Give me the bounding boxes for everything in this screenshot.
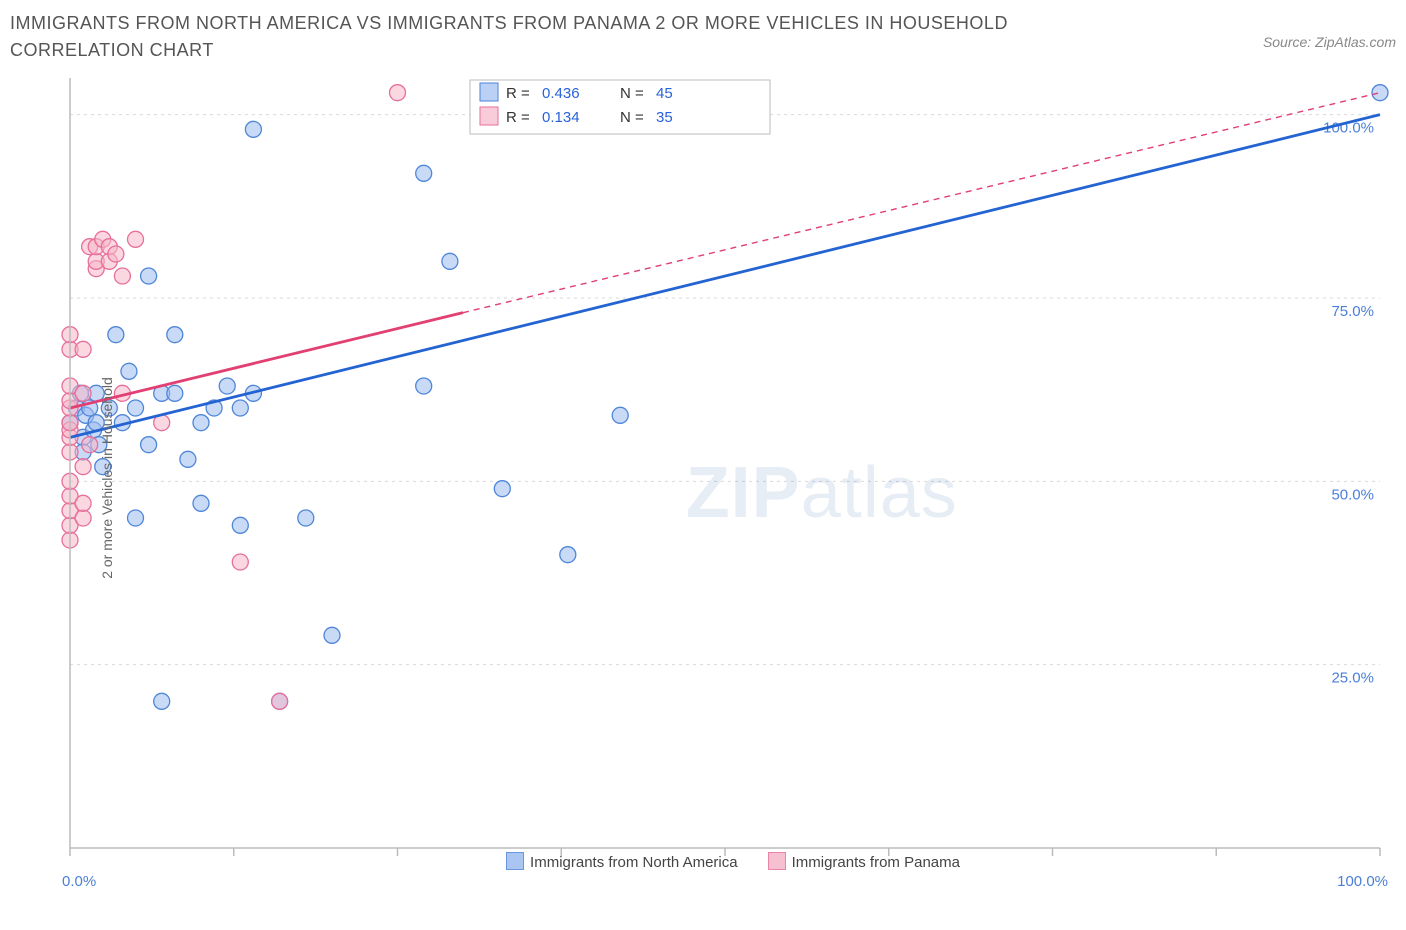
source-label: Source: ZipAtlas.com: [1263, 34, 1396, 50]
svg-text:N =: N =: [620, 109, 644, 126]
svg-text:75.0%: 75.0%: [1331, 303, 1374, 320]
legend-swatch: [768, 852, 786, 870]
legend-bottom: Immigrants from North America Immigrants …: [70, 852, 1396, 871]
svg-text:R =: R =: [506, 85, 530, 102]
svg-text:25.0%: 25.0%: [1331, 670, 1374, 687]
svg-text:R =: R =: [506, 109, 530, 126]
svg-text:35: 35: [656, 109, 673, 126]
legend-label: Immigrants from Panama: [792, 854, 960, 871]
scatter-chart: 25.0% 50.0% 75.0% 100.0% ZIPatlas R = 0.436 N =…: [10, 68, 1396, 888]
legend-label: Immigrants from North America: [530, 854, 738, 871]
chart-container: 2 or more Vehicles in Household 25.0% 50.…: [10, 68, 1396, 888]
x-axis-min-label: 0.0%: [62, 873, 96, 890]
svg-text:0.134: 0.134: [542, 109, 580, 126]
x-axis-max-label: 100.0%: [1337, 873, 1388, 890]
legend-swatch: [506, 852, 524, 870]
svg-text:ZIPatlas: ZIPatlas: [686, 453, 958, 533]
y-axis-label: 2 or more Vehicles in Household: [99, 377, 115, 579]
legend-item: Immigrants from North America: [506, 852, 738, 871]
chart-title: IMMIGRANTS FROM NORTH AMERICA VS IMMIGRA…: [10, 10, 1110, 64]
svg-text:50.0%: 50.0%: [1331, 486, 1374, 503]
legend-item: Immigrants from Panama: [768, 852, 960, 871]
svg-text:0.436: 0.436: [542, 85, 580, 102]
svg-text:N =: N =: [620, 85, 644, 102]
svg-text:45: 45: [656, 85, 673, 102]
